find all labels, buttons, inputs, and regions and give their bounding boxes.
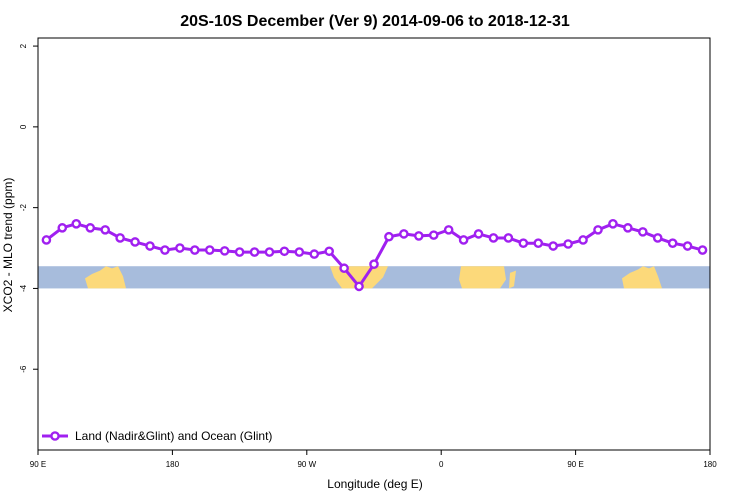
y-tick-label: -4	[19, 284, 28, 292]
data-point	[204, 245, 215, 255]
map-strip-land	[622, 266, 662, 289]
data-point	[473, 229, 484, 239]
data-point	[413, 231, 424, 241]
data-point	[503, 233, 514, 243]
data-point	[578, 235, 588, 245]
y-axis-label: XCO2 - MLO trend (ppm)	[1, 178, 15, 313]
map-strip-land	[85, 266, 126, 289]
data-point	[488, 233, 499, 243]
x-tick-label: 90 E	[30, 460, 46, 469]
data-point	[71, 219, 82, 229]
legend-label: Land (Nadir&Glint) and Ocean (Glint)	[75, 429, 272, 443]
data-point	[623, 223, 633, 233]
data-point	[354, 281, 364, 292]
x-tick-label: 180	[166, 460, 180, 469]
data-point	[145, 241, 155, 251]
data-point	[175, 243, 185, 253]
map-strip-land	[509, 270, 516, 289]
data-point	[563, 239, 573, 249]
y-tick-label: -2	[19, 204, 28, 212]
x-tick-label: 90 E	[567, 460, 583, 469]
x-tick-label: 0	[439, 460, 444, 469]
x-tick-label: 180	[703, 460, 717, 469]
data-point	[85, 223, 96, 233]
plot-frame	[37, 37, 711, 451]
legend-marker	[50, 431, 60, 441]
data-point	[428, 230, 439, 240]
data-point	[130, 237, 140, 247]
data-point	[264, 247, 275, 257]
data-point	[41, 235, 52, 245]
data-point	[249, 247, 260, 257]
data-point	[115, 233, 125, 243]
y-tick-label: 2	[19, 43, 28, 48]
data-point	[324, 246, 335, 257]
data-point	[518, 238, 529, 248]
y-tick-label: 0	[19, 124, 28, 129]
data-point	[399, 229, 409, 239]
y-tick-label: -6	[19, 365, 28, 373]
data-point	[652, 233, 663, 243]
data-point	[294, 247, 305, 257]
data-point	[339, 263, 349, 274]
data-point	[219, 246, 230, 256]
data-point	[369, 259, 379, 269]
data-point	[443, 225, 454, 235]
chart-title: 20S-10S December (Ver 9) 2014-09-06 to 2…	[180, 13, 570, 30]
data-point	[548, 241, 559, 251]
data-point	[309, 249, 320, 259]
data-point	[189, 245, 200, 255]
data-point	[608, 219, 618, 229]
data-point	[667, 238, 678, 248]
data-point	[697, 245, 708, 255]
data-point	[593, 225, 603, 235]
map-strip-land	[459, 266, 506, 289]
data-point	[638, 227, 648, 237]
data-point	[533, 238, 544, 248]
data-point	[234, 247, 245, 257]
data-point	[100, 225, 110, 235]
data-point	[458, 235, 469, 245]
data-point	[384, 231, 394, 242]
data-point	[682, 241, 693, 251]
data-point	[160, 245, 170, 255]
data-point	[279, 246, 290, 257]
plot-area: 2 0 -2 -4 -6 90 E 180 90 W 0 90 E 180 Land (Nadir&G…	[19, 37, 717, 469]
x-axis-label: Longitude (deg E)	[327, 477, 422, 491]
data-point	[57, 223, 68, 233]
x-tick-label: 90 W	[297, 460, 316, 469]
